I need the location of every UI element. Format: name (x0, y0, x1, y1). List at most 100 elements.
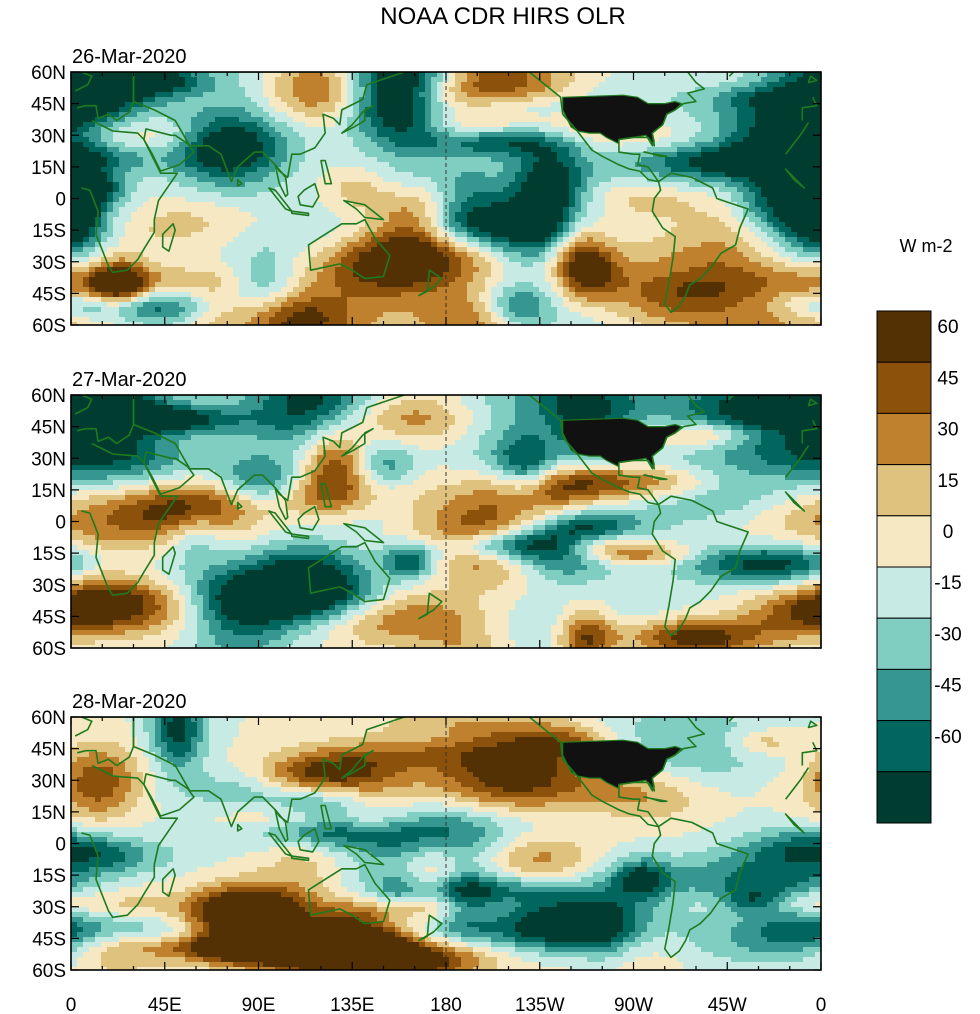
olr-cell (599, 267, 606, 273)
olr-cell (689, 197, 696, 203)
olr-cell (773, 192, 780, 198)
olr-cell (239, 167, 246, 173)
olr-cell (215, 107, 222, 113)
olr-cell (683, 252, 690, 258)
olr-cell (269, 72, 276, 78)
olr-cell (647, 172, 654, 178)
olr-cell (743, 247, 750, 253)
olr-cell (89, 257, 96, 263)
olr-cell (527, 172, 534, 178)
olr-cell (77, 257, 84, 263)
olr-cell (677, 82, 684, 88)
olr-cell (491, 172, 498, 178)
olr-cell (395, 102, 402, 108)
olr-cell (785, 97, 792, 103)
olr-cell (767, 72, 774, 78)
olr-cell (281, 137, 288, 143)
olr-cell (629, 227, 636, 233)
olr-cell (437, 217, 444, 223)
olr-cell (287, 117, 294, 123)
olr-cell (449, 227, 456, 233)
olr-cell (245, 107, 252, 113)
olr-cell (227, 192, 234, 198)
olr-cell (587, 132, 594, 138)
olr-cell (275, 247, 282, 253)
olr-cell (623, 247, 630, 253)
olr-cell (509, 142, 516, 148)
olr-cell (713, 142, 720, 148)
olr-field (71, 72, 821, 325)
olr-cell (263, 112, 270, 118)
olr-cell (167, 262, 174, 268)
olr-cell (569, 82, 576, 88)
olr-cell (269, 122, 276, 128)
olr-cell (245, 252, 252, 258)
olr-cell (443, 207, 450, 213)
olr-cell (371, 257, 378, 263)
olr-cell (689, 92, 696, 98)
olr-cell (131, 122, 138, 128)
olr-cell (125, 252, 132, 258)
olr-cell (311, 117, 318, 123)
olr-cell (185, 237, 192, 243)
olr-cell (791, 242, 798, 248)
olr-cell (701, 92, 708, 98)
olr-cell (113, 257, 120, 263)
olr-cell (569, 237, 576, 243)
olr-cell (791, 202, 798, 208)
olr-cell (161, 262, 168, 268)
olr-cell (239, 72, 246, 78)
olr-cell (641, 152, 648, 158)
olr-cell (779, 237, 786, 243)
olr-cell (473, 132, 480, 138)
olr-cell (215, 187, 222, 193)
olr-cell (473, 82, 480, 88)
olr-cell (317, 217, 324, 223)
olr-cell (605, 82, 612, 88)
olr-cell (257, 162, 264, 168)
olr-cell (323, 247, 330, 253)
olr-cell (155, 142, 162, 148)
olr-cell (95, 197, 102, 203)
olr-cell (797, 82, 804, 88)
olr-cell (227, 92, 234, 98)
olr-cell (695, 122, 702, 128)
olr-cell (161, 132, 168, 138)
olr-cell (347, 257, 354, 263)
olr-cell (263, 242, 270, 248)
olr-cell (743, 92, 750, 98)
olr-cell (239, 182, 246, 188)
olr-cell (101, 162, 108, 168)
olr-cell (635, 267, 642, 273)
olr-cell (581, 257, 588, 263)
olr-cell (341, 257, 348, 263)
olr-cell (263, 197, 270, 203)
olr-cell (707, 202, 714, 208)
olr-cell (527, 187, 534, 193)
olr-cell (581, 242, 588, 248)
olr-cell (815, 237, 821, 243)
olr-cell (539, 87, 546, 93)
olr-cell (779, 152, 786, 158)
olr-cell (425, 142, 432, 148)
olr-cell (113, 232, 120, 238)
olr-cell (221, 102, 228, 108)
olr-cell (683, 237, 690, 243)
olr-cell (557, 77, 564, 83)
olr-cell (167, 247, 174, 253)
olr-cell (659, 132, 666, 138)
olr-cell (587, 222, 594, 228)
olr-cell (203, 152, 210, 158)
olr-cell (629, 267, 636, 273)
olr-cell (125, 112, 132, 118)
olr-cell (641, 137, 648, 143)
olr-cell (527, 252, 534, 258)
olr-cell (365, 142, 372, 148)
olr-cell (743, 167, 750, 173)
olr-cell (401, 107, 408, 113)
olr-cell (485, 172, 492, 178)
olr-cell (659, 127, 666, 133)
olr-cell (761, 117, 768, 123)
olr-cell (635, 222, 642, 228)
olr-cell (365, 87, 372, 93)
